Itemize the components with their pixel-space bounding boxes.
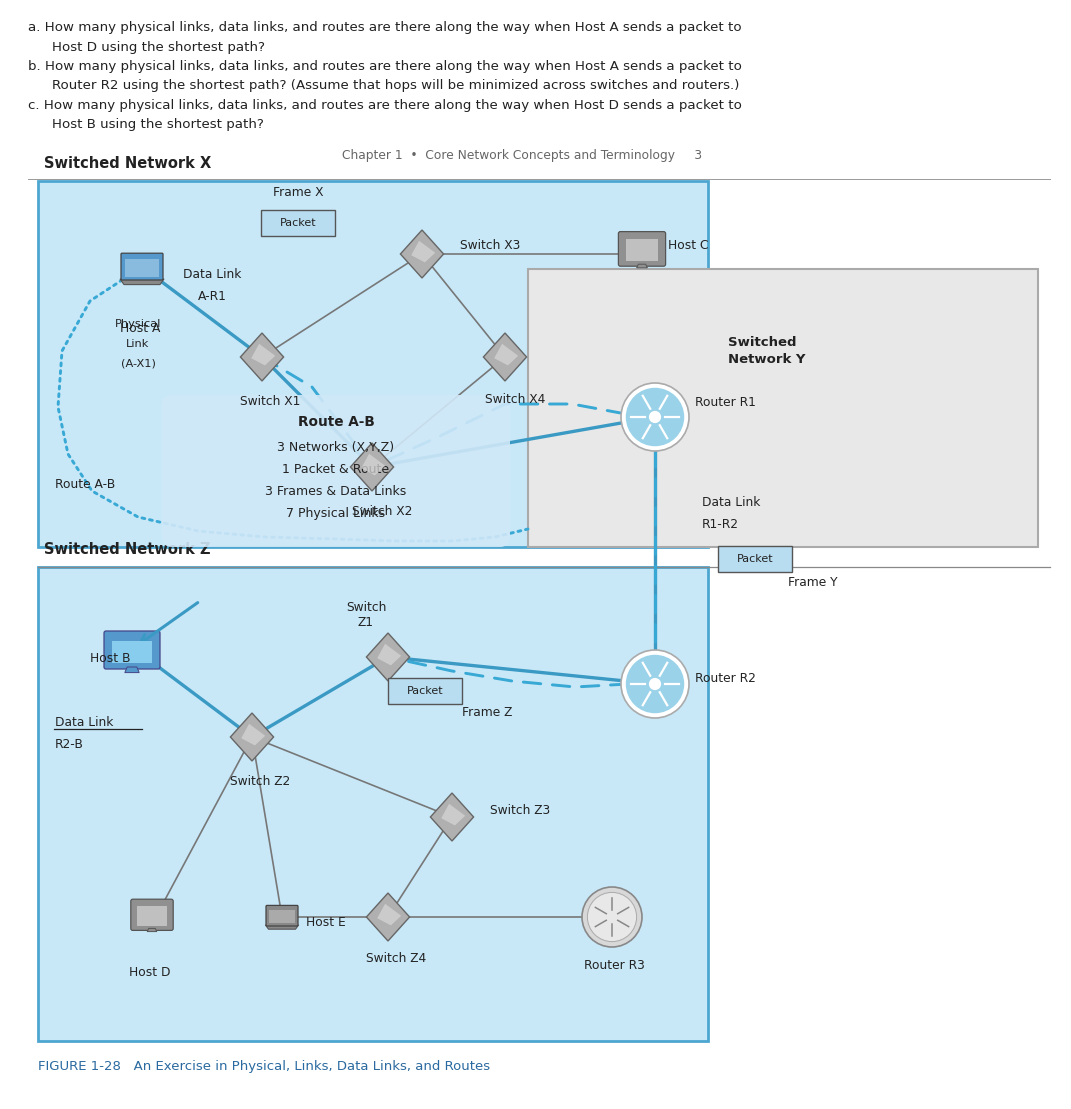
Text: c. How many physical links, data links, and routes are there along the way when : c. How many physical links, data links, … <box>28 99 742 112</box>
Polygon shape <box>366 893 409 942</box>
Text: Host D using the shortest path?: Host D using the shortest path? <box>52 41 265 53</box>
FancyBboxPatch shape <box>266 905 298 926</box>
Text: Host E: Host E <box>306 916 346 928</box>
Text: Router R1: Router R1 <box>695 396 756 408</box>
FancyBboxPatch shape <box>618 232 665 266</box>
Polygon shape <box>241 724 266 745</box>
Circle shape <box>621 650 689 718</box>
Polygon shape <box>147 928 156 932</box>
Text: 7 Physical Links: 7 Physical Links <box>286 507 386 520</box>
Polygon shape <box>441 804 465 825</box>
Polygon shape <box>483 333 527 381</box>
Text: Chapter 1  •  Core Network Concepts and Terminology     3: Chapter 1 • Core Network Concepts and Te… <box>342 149 703 162</box>
Circle shape <box>625 388 684 446</box>
Polygon shape <box>401 230 443 278</box>
Text: Switch X2: Switch X2 <box>351 505 412 518</box>
Text: Route A-B: Route A-B <box>55 478 116 491</box>
Circle shape <box>649 678 661 690</box>
FancyBboxPatch shape <box>162 395 510 547</box>
Text: Switch X1: Switch X1 <box>240 395 300 408</box>
Text: R1-R2: R1-R2 <box>702 518 739 531</box>
Text: Physical: Physical <box>115 319 162 329</box>
Text: (A-X1): (A-X1) <box>121 359 155 369</box>
FancyBboxPatch shape <box>131 899 174 930</box>
Polygon shape <box>636 264 647 267</box>
FancyBboxPatch shape <box>270 909 295 923</box>
Polygon shape <box>431 793 473 841</box>
Polygon shape <box>120 279 164 285</box>
Polygon shape <box>494 344 518 365</box>
Text: Data Link: Data Link <box>55 716 114 729</box>
Circle shape <box>621 383 689 451</box>
Text: 1 Packet & Route: 1 Packet & Route <box>283 462 390 476</box>
Text: Packet: Packet <box>407 686 443 696</box>
Text: FIGURE 1-28   An Exercise in Physical, Links, Data Links, and Routes: FIGURE 1-28 An Exercise in Physical, Lin… <box>37 1060 491 1074</box>
Polygon shape <box>252 344 275 365</box>
Text: Switch Z4: Switch Z4 <box>366 952 426 965</box>
Text: b. How many physical links, data links, and routes are there along the way when : b. How many physical links, data links, … <box>28 60 742 73</box>
Text: Host D: Host D <box>130 966 170 979</box>
Text: Switched Network Z: Switched Network Z <box>44 542 211 557</box>
Text: Link: Link <box>126 339 150 349</box>
Text: Switch X3: Switch X3 <box>461 240 521 253</box>
Text: Host A: Host A <box>120 322 161 335</box>
Text: R2-B: R2-B <box>55 737 84 751</box>
Text: Switched Network X: Switched Network X <box>44 156 211 171</box>
Text: Frame Z: Frame Z <box>462 706 512 719</box>
Text: a. How many physical links, data links, and routes are there along the way when : a. How many physical links, data links, … <box>28 21 741 34</box>
Text: Host B: Host B <box>90 652 131 665</box>
Text: Packet: Packet <box>280 218 316 228</box>
Text: Frame Y: Frame Y <box>788 576 838 589</box>
Text: Frame X: Frame X <box>273 186 323 199</box>
Text: Host B using the shortest path?: Host B using the shortest path? <box>52 119 263 132</box>
Polygon shape <box>377 644 402 665</box>
Polygon shape <box>266 925 299 929</box>
Polygon shape <box>350 442 394 491</box>
Circle shape <box>582 887 642 947</box>
Text: Packet: Packet <box>737 554 773 564</box>
FancyBboxPatch shape <box>104 631 160 669</box>
Polygon shape <box>240 333 284 381</box>
Polygon shape <box>411 241 435 263</box>
Polygon shape <box>125 667 139 672</box>
Circle shape <box>649 410 661 424</box>
Text: Route A-B: Route A-B <box>298 415 375 429</box>
FancyBboxPatch shape <box>261 210 335 236</box>
Text: Switch
Z1: Switch Z1 <box>346 601 387 629</box>
Text: Switched
Network Y: Switched Network Y <box>728 336 805 366</box>
Text: Router R2 using the shortest path? (Assume that hops will be minimized across sw: Router R2 using the shortest path? (Assu… <box>52 80 739 92</box>
Text: Data Link: Data Link <box>702 496 760 509</box>
Text: Switch Z3: Switch Z3 <box>491 804 550 817</box>
FancyBboxPatch shape <box>388 678 462 704</box>
Polygon shape <box>361 454 386 476</box>
FancyBboxPatch shape <box>112 641 152 663</box>
Polygon shape <box>366 633 409 681</box>
Text: Switch X4: Switch X4 <box>485 393 545 406</box>
Text: A-R1: A-R1 <box>197 289 226 303</box>
FancyBboxPatch shape <box>37 567 708 1041</box>
FancyBboxPatch shape <box>121 253 163 279</box>
FancyBboxPatch shape <box>125 258 159 276</box>
Text: Router R2: Router R2 <box>695 672 756 685</box>
Polygon shape <box>230 713 273 761</box>
FancyBboxPatch shape <box>528 269 1038 547</box>
Text: 3 Frames & Data Links: 3 Frames & Data Links <box>266 485 407 498</box>
Text: Router R3: Router R3 <box>584 959 645 971</box>
Text: Data Link: Data Link <box>183 268 241 281</box>
FancyBboxPatch shape <box>37 181 708 547</box>
Circle shape <box>587 893 636 942</box>
Polygon shape <box>377 904 402 925</box>
Text: 3 Networks (X,Y,Z): 3 Networks (X,Y,Z) <box>277 441 394 454</box>
Circle shape <box>625 654 684 713</box>
Text: Switch Z2: Switch Z2 <box>230 775 290 788</box>
FancyBboxPatch shape <box>718 546 791 572</box>
FancyBboxPatch shape <box>625 238 659 261</box>
FancyBboxPatch shape <box>137 906 167 926</box>
Text: Host C: Host C <box>668 240 709 253</box>
